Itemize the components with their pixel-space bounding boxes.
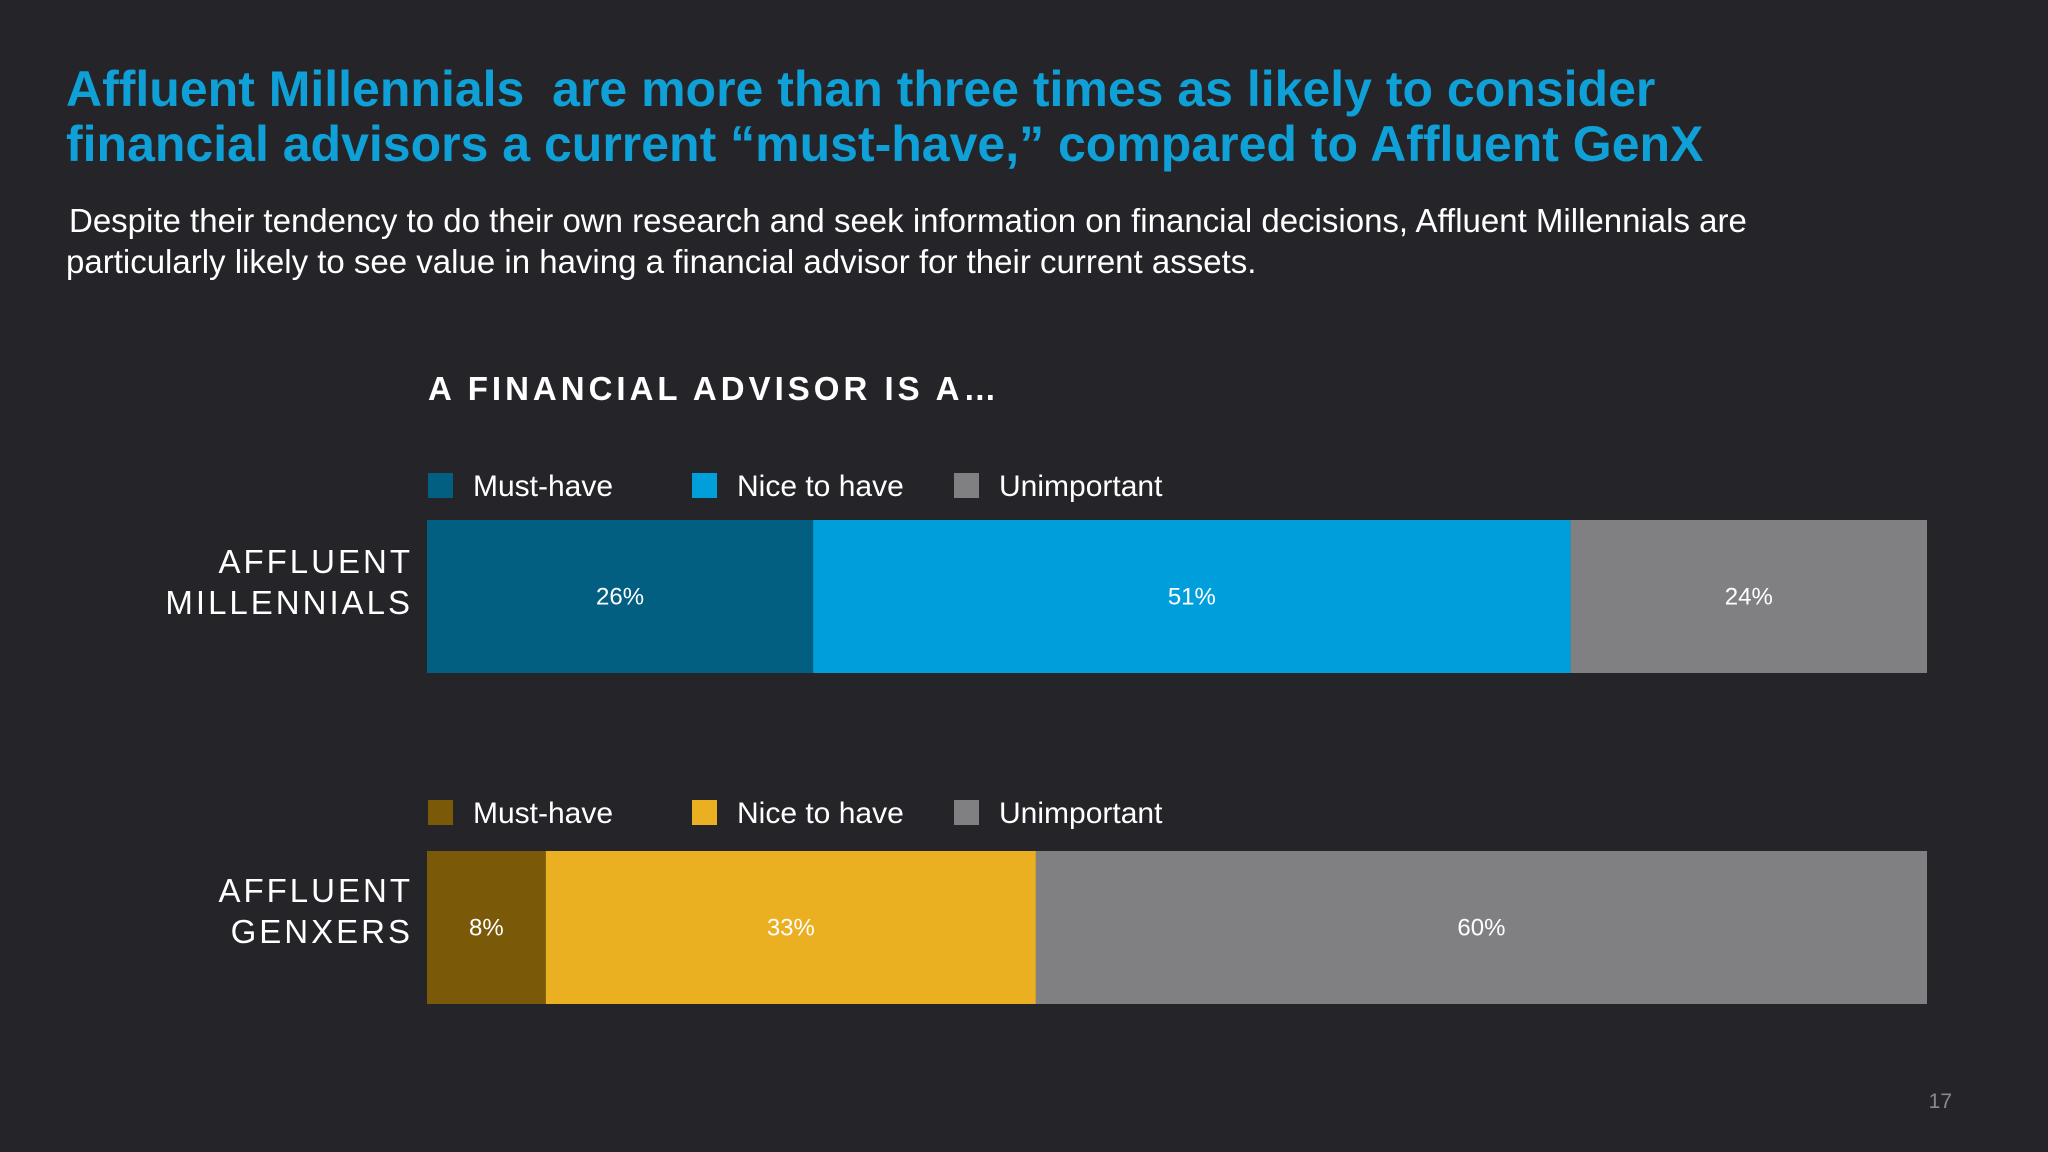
slide-subtitle: Despite their tendency to do their own r…	[66, 200, 1966, 282]
legend-label-nice-to-have: Nice to have	[737, 797, 904, 830]
slide-title-line: financial advisors a current “must-have,…	[66, 116, 1704, 172]
data-label-affluent-genxers-unimportant: 60%	[1457, 915, 1505, 942]
data-label-affluent-millennials-must-have: 26%	[596, 584, 644, 611]
data-label-affluent-millennials-nice-to-have: 51%	[1168, 584, 1216, 611]
group-label: AFFLUENT	[218, 872, 413, 909]
bar-segment-affluent-genxers-unimportant	[1035, 851, 1927, 1004]
bar-segment-affluent-genxers-nice-to-have	[545, 851, 1036, 1004]
legend-label-must-have: Must-have	[473, 797, 613, 830]
chart-title: A FINANCIAL ADVISOR IS A…	[428, 370, 1001, 407]
slide-title-line: Affluent Millennials are more than three…	[66, 61, 1656, 117]
legend-swatch-nice-to-have	[692, 473, 717, 498]
group-label: AFFLUENT	[218, 543, 413, 580]
data-label-affluent-genxers-must-have: 8%	[469, 915, 504, 942]
group-label: MILLENNIALS	[165, 584, 413, 621]
group-label: GENXERS	[231, 913, 413, 950]
legend-label-unimportant: Unimportant	[999, 797, 1163, 830]
legend-swatch-unimportant	[954, 800, 979, 825]
slide-title: Affluent Millennials are more than three…	[66, 62, 1966, 172]
bar-segment-affluent-genxers-must-have	[427, 851, 546, 1004]
legend-swatch-must-have	[428, 473, 453, 498]
legend-swatch-must-have	[428, 800, 453, 825]
bar-segment-affluent-millennials-must-have	[427, 520, 814, 673]
slide-subtitle-line: Despite their tendency to do their own r…	[69, 202, 1747, 239]
bar-segment-affluent-millennials-unimportant	[1570, 520, 1927, 673]
legend-swatch-nice-to-have	[692, 800, 717, 825]
slide-subtitle-line: particularly likely to see value in havi…	[66, 243, 1257, 280]
legend-label-nice-to-have: Nice to have	[737, 470, 904, 503]
data-label-affluent-millennials-unimportant: 24%	[1725, 584, 1773, 611]
bar-segment-affluent-millennials-nice-to-have	[813, 520, 1571, 673]
legend-swatch-unimportant	[954, 473, 979, 498]
legend-label-unimportant: Unimportant	[999, 470, 1163, 503]
legend-label-must-have: Must-have	[473, 470, 613, 503]
page-number: 17	[1928, 1090, 1952, 1113]
data-label-affluent-genxers-nice-to-have: 33%	[767, 915, 815, 942]
